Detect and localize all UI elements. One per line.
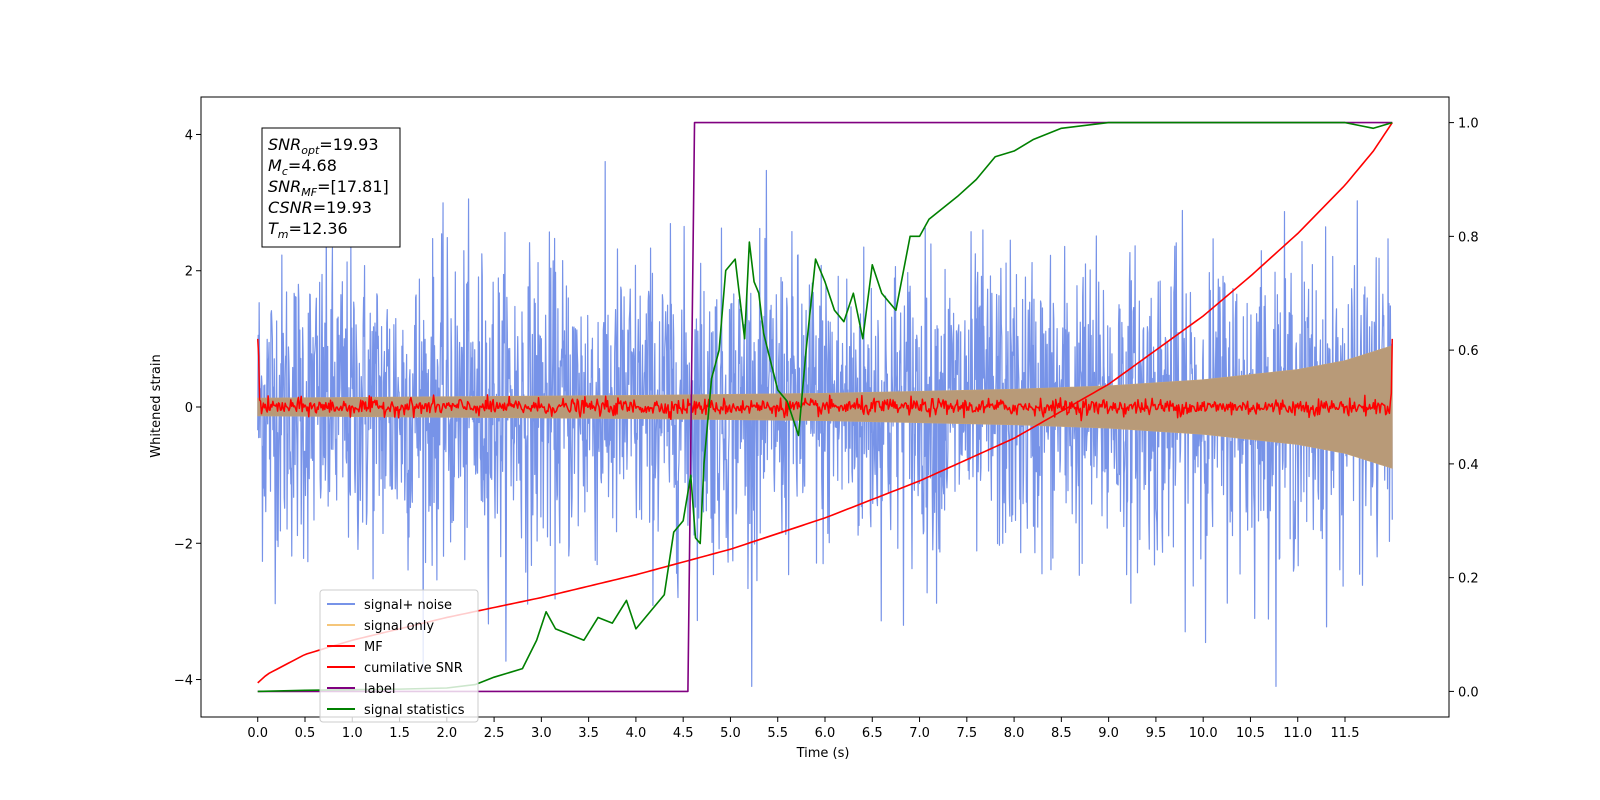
x-tick-label: 0.0	[247, 726, 268, 741]
legend-label: label	[364, 682, 395, 697]
y2-tick-label: 0.0	[1458, 685, 1479, 700]
info-box: SNRopt=19.93Mc=4.68SNRMF=[17.81]CSNR=19.…	[261, 127, 401, 248]
legend: signal+ noise signal only MF cumilative SNR…	[319, 589, 479, 723]
legend-label: signal+ noise	[364, 598, 452, 613]
x-tick-label: 7.5	[956, 726, 977, 741]
y-axis-label: Whitened strain	[149, 354, 164, 457]
x-tick-label: 9.0	[1098, 726, 1119, 741]
x-tick-label: 8.0	[1004, 726, 1025, 741]
x-tick-label: 4.0	[626, 726, 647, 741]
x-tick-label: 3.0	[531, 726, 552, 741]
x-tick-label: 0.5	[295, 726, 316, 741]
x-tick-label: 6.5	[862, 726, 883, 741]
x-tick-label: 10.5	[1236, 726, 1265, 741]
y-axis-left: 4 2 0 −2 −4	[174, 128, 201, 689]
x-tick-label: 9.5	[1146, 726, 1167, 741]
x-tick-label: 6.0	[815, 726, 836, 741]
x-tick-label: 5.0	[720, 726, 741, 741]
x-tick-label: 11.0	[1283, 726, 1312, 741]
y2-tick-label: 1.0	[1458, 117, 1479, 132]
series-mf	[256, 338, 1394, 422]
x-axis-label: Time (s)	[796, 746, 850, 761]
series-signal-statistics	[257, 121, 1393, 693]
x-axis: 0.0 0.5 1.0 1.5 2.0 2.5 3.0 3.5 4.0 4.5 5.0 5.5 6.0 6…	[247, 717, 1359, 741]
x-tick-label: 8.5	[1051, 726, 1072, 741]
y-tick-label: −2	[174, 537, 193, 552]
info-line: SNRopt=19.93	[268, 135, 379, 157]
x-tick-label: 7.0	[909, 726, 930, 741]
y2-tick-label: 0.4	[1458, 458, 1479, 473]
y-axis-right: 1.0 0.8 0.6 0.4 0.2 0.0	[1449, 117, 1479, 700]
x-tick-label: 3.5	[578, 726, 599, 741]
legend-label: signal statistics	[364, 703, 465, 718]
y2-tick-label: 0.2	[1458, 572, 1479, 587]
x-tick-label: 1.5	[389, 726, 410, 741]
x-tick-label: 2.0	[436, 726, 457, 741]
legend-label: signal only	[364, 619, 434, 634]
info-line: CSNR=19.93	[268, 198, 372, 217]
x-tick-label: 2.5	[484, 726, 505, 741]
legend-label: cumilative SNR	[364, 661, 463, 676]
info-line: Tm=12.36	[268, 219, 348, 241]
legend-label: MF	[364, 640, 383, 655]
info-line: SNRMF=[17.81]	[268, 177, 389, 199]
legend-frame	[319, 589, 479, 723]
y-tick-label: 2	[185, 265, 193, 280]
y2-tick-label: 0.6	[1458, 344, 1479, 359]
info-box-frame	[261, 127, 401, 248]
x-tick-label: 1.0	[342, 726, 363, 741]
y2-tick-label: 0.8	[1458, 230, 1479, 245]
x-tick-label: 11.5	[1331, 726, 1360, 741]
info-line: Mc=4.68	[268, 156, 337, 178]
x-tick-label: 5.5	[767, 726, 788, 741]
x-tick-label: 10.0	[1189, 726, 1218, 741]
x-tick-label: 4.5	[673, 726, 694, 741]
y-tick-label: −4	[174, 674, 193, 689]
y-tick-label: 0	[185, 401, 193, 416]
y-tick-label: 4	[185, 128, 193, 143]
